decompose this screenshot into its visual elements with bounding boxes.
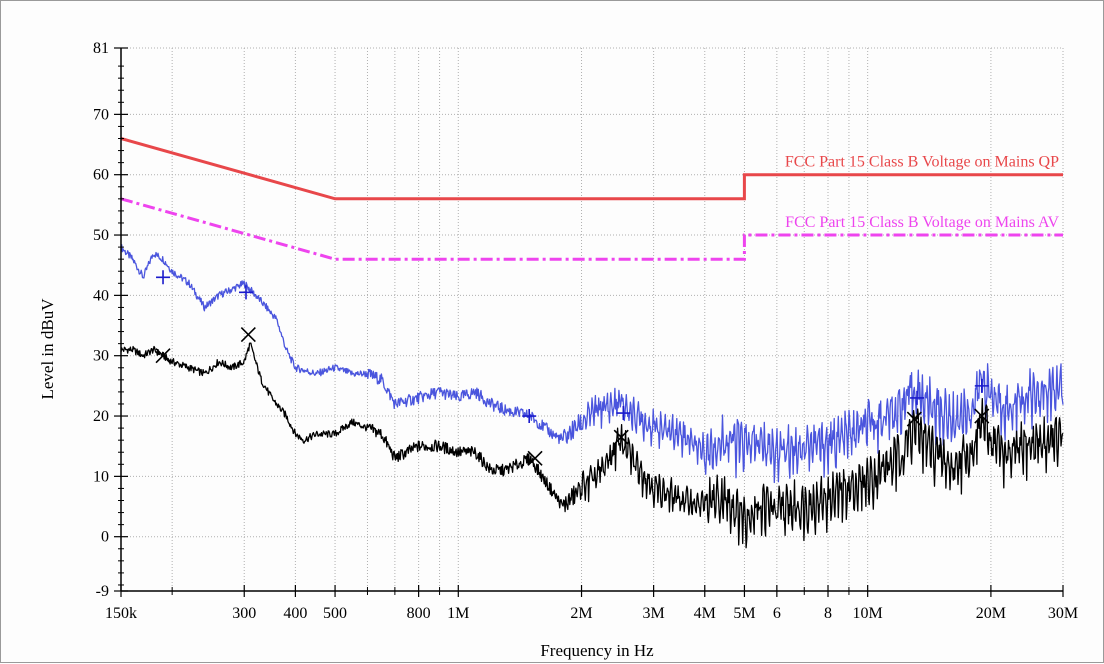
average-detector-trace (120, 342, 1064, 549)
measurement-series (120, 244, 1064, 549)
av-peak-marker (527, 450, 543, 466)
x-tick-label: 400 (283, 605, 307, 622)
y-tick-label: 0 (101, 529, 109, 546)
x-tick-label: 2M (570, 605, 592, 622)
x-tick-label: 30M (1048, 605, 1078, 622)
x-tick-label: 10M (853, 605, 883, 622)
av-peak-marker (974, 408, 990, 424)
x-axis-label: Frequency in Hz (540, 641, 654, 660)
x-tick-label: 3M (643, 605, 665, 622)
y-tick-label: 70 (93, 106, 109, 123)
peak-detector-trace (120, 244, 1064, 484)
x-tick-label: 500 (323, 605, 347, 622)
y-axis-label: Level in dBuV (38, 298, 57, 400)
limit-lines: FCC Part 15 Class B Voltage on Mains QP F… (120, 137, 1063, 261)
qp-peak-marker (910, 390, 925, 405)
qp-peak-marker (156, 270, 171, 285)
qp-peak-marker (239, 285, 254, 300)
av-limit-line (120, 197, 1063, 261)
qp-peak-marker (616, 406, 631, 421)
av-peak-marker (906, 411, 922, 427)
y-tick-label: -9 (96, 583, 109, 600)
axes: 81 70 60 50 40 30 20 10 0 -9 150k 300 400 500 800 1M 2M 3… (93, 40, 1078, 622)
y-tick-label: 81 (93, 40, 109, 57)
x-tick-label: 4M (694, 605, 716, 622)
grid (120, 47, 1064, 592)
x-tick-label: 20M (976, 605, 1006, 622)
av-peak-marker (613, 429, 629, 445)
x-tick-label: 150k (105, 605, 137, 622)
y-tick-label: 60 (93, 167, 109, 184)
peak-markers (155, 270, 990, 466)
y-tick-label: 30 (93, 348, 109, 365)
x-tick-label: 6 (773, 605, 781, 622)
x-tick-label: 5M (733, 605, 755, 622)
av-peak-marker (155, 348, 171, 364)
qp-peak-marker (974, 378, 989, 393)
x-tick-label: 8 (824, 605, 832, 622)
y-tick-label: 10 (93, 468, 109, 485)
av-limit-label: FCC Part 15 Class B Voltage on Mains AV (785, 214, 1059, 231)
qp-limit-line (120, 137, 1063, 201)
y-tick-label: 50 (93, 227, 109, 244)
x-tick-label: 1M (447, 605, 469, 622)
qp-limit-label: FCC Part 15 Class B Voltage on Mains QP (785, 154, 1059, 171)
qp-peak-marker (522, 409, 537, 424)
av-peak-marker (240, 327, 256, 343)
x-tick-label: 300 (232, 605, 256, 622)
y-tick-label: 20 (93, 408, 109, 425)
y-tick-label: 40 (93, 287, 109, 304)
x-tick-label: 800 (407, 605, 431, 622)
